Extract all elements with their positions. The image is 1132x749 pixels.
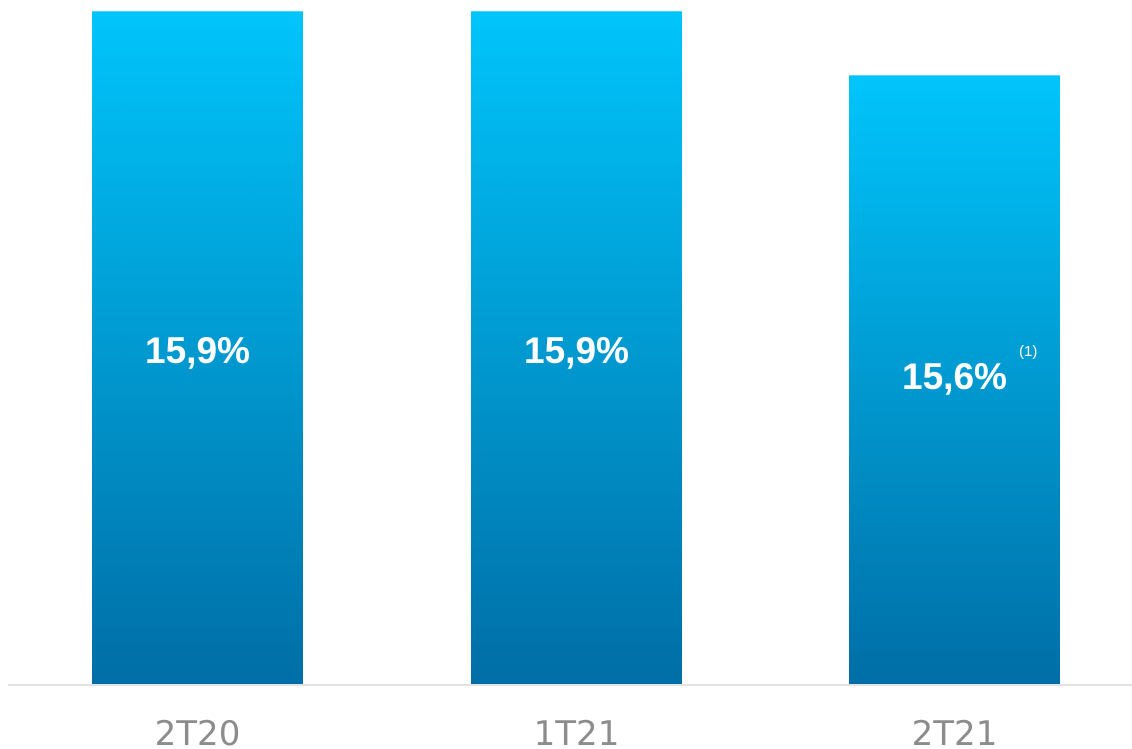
category-label-2t21: 2T21 bbox=[912, 714, 998, 749]
bar-2t21 bbox=[849, 75, 1060, 684]
bar-2t20 bbox=[92, 11, 303, 684]
category-label-2t20: 2T20 bbox=[155, 714, 241, 749]
data-label-1t21: 15,9% bbox=[524, 330, 629, 371]
labels-layer: 15,9% 2T20 15,9% 1T21 15,6% (1) 2T21 bbox=[145, 330, 1037, 749]
footnote-marker: (1) bbox=[1019, 343, 1037, 360]
category-label-1t21: 1T21 bbox=[534, 714, 620, 749]
data-label-2t20: 15,9% bbox=[145, 330, 250, 371]
data-label-2t21: 15,6% bbox=[902, 356, 1007, 397]
bar-1t21 bbox=[471, 11, 682, 684]
bars-layer bbox=[92, 11, 1060, 684]
